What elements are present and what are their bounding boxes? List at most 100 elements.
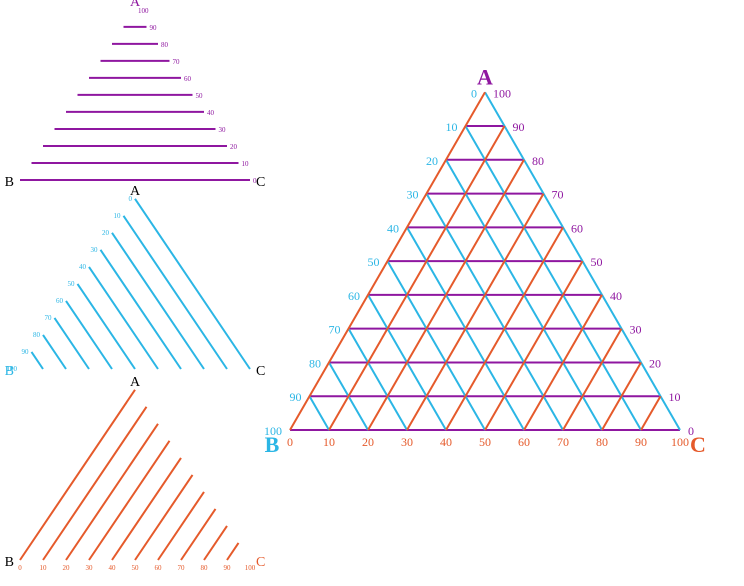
c-tick-label: 30 (86, 564, 94, 572)
apex-label-a: A (477, 64, 493, 89)
main-ternary: 0102030405060708090100010203040506070809… (264, 64, 706, 457)
b-gridline (78, 284, 136, 369)
b-tick-label: 80 (309, 356, 321, 370)
c-tick-label: 10 (323, 435, 335, 449)
c-tick-label: 50 (479, 435, 491, 449)
c-tick-label: 30 (401, 435, 413, 449)
c-gridline (66, 424, 158, 560)
triangle-b-grid: 0102030405060708090100ABC (5, 184, 266, 379)
b-tick-label: 20 (102, 229, 110, 237)
c-tick-label: 100 (245, 564, 256, 572)
c-tick-label: 90 (224, 564, 232, 572)
c-gridline (329, 126, 505, 430)
b-tick-label: 80 (33, 331, 41, 339)
apex-label-c: C (256, 555, 265, 570)
b-gridline (66, 301, 112, 369)
b-gridline (427, 194, 564, 430)
a-tick-label: 80 (532, 154, 544, 168)
apex-label-b: B (5, 175, 14, 190)
apex-label-a: A (130, 184, 141, 199)
c-gridline (135, 475, 193, 560)
a-tick-label: 40 (207, 109, 215, 117)
a-tick-label: 50 (196, 92, 204, 100)
apex-label-c: C (690, 432, 706, 457)
a-tick-label: 30 (630, 323, 642, 337)
c-tick-label: 70 (557, 435, 569, 449)
c-tick-label: 70 (178, 564, 186, 572)
c-tick-label: 80 (596, 435, 608, 449)
a-tick-label: 70 (173, 58, 181, 66)
a-tick-label: 10 (669, 390, 681, 404)
c-tick-label: 60 (155, 564, 163, 572)
apex-label-c: C (256, 175, 265, 190)
a-tick-label: 10 (242, 160, 250, 168)
b-tick-label: 20 (426, 154, 438, 168)
b-gridline (388, 261, 486, 430)
triangle-a-grid: 0102030405060708090100ABC (5, 0, 266, 190)
apex-label-b: B (265, 432, 280, 457)
b-gridline (466, 126, 642, 430)
a-tick-label: 80 (161, 41, 169, 49)
c-tick-label: 50 (132, 564, 140, 572)
b-gridline (124, 216, 228, 369)
c-gridline (485, 261, 583, 430)
c-tick-label: 60 (518, 435, 530, 449)
apex-label-b: B (5, 364, 14, 379)
a-tick-label: 100 (493, 86, 511, 100)
a-tick-label: 30 (219, 126, 227, 134)
b-gridline (101, 250, 182, 369)
a-tick-label: 60 (184, 75, 192, 83)
apex-label-a: A (130, 0, 141, 10)
b-tick-label: 70 (329, 323, 341, 337)
a-tick-label: 90 (150, 24, 158, 32)
c-tick-label: 0 (287, 435, 293, 449)
c-gridline (43, 407, 147, 560)
a-tick-label: 40 (610, 289, 622, 303)
c-tick-label: 40 (109, 564, 117, 572)
ternary-diagram-canvas: 0 10 20 30 40 50 60 70 80 90 100 0 10 20 30 40 50 60 70 80 9… (0, 0, 744, 586)
b-tick-label: 50 (368, 255, 380, 269)
b-tick-label: 90 (22, 348, 30, 356)
b-gridline (32, 352, 44, 369)
b-tick-label: 70 (45, 314, 53, 322)
c-tick-label: 20 (362, 435, 374, 449)
c-tick-label: 20 (63, 564, 71, 572)
a-tick-label: 50 (591, 255, 603, 269)
b-tick-label: 50 (68, 280, 76, 288)
a-tick-label: 70 (552, 188, 564, 202)
b-tick-label: 40 (79, 263, 87, 271)
b-tick-label: 10 (114, 212, 122, 220)
b-tick-label: 60 (56, 297, 64, 305)
c-tick-label: 0 (18, 564, 22, 572)
c-tick-label: 80 (201, 564, 209, 572)
apex-label-c: C (256, 364, 265, 379)
c-tick-label: 90 (635, 435, 647, 449)
c-gridline (89, 441, 170, 560)
apex-label-b: B (5, 555, 14, 570)
a-tick-label: 90 (513, 120, 525, 134)
a-tick-label: 20 (230, 143, 238, 151)
b-gridline (112, 233, 204, 369)
a-tick-label: 20 (649, 356, 661, 370)
c-gridline (204, 526, 227, 560)
c-tick-label: 40 (440, 435, 452, 449)
c-gridline (158, 492, 204, 560)
a-tick-label: 60 (571, 221, 583, 235)
c-gridline (641, 396, 661, 430)
b-tick-label: 90 (290, 390, 302, 404)
c-gridline (407, 194, 544, 430)
apex-label-a: A (130, 375, 141, 390)
triangle-c-grid: 0 10 20 30 40 50 60 70 80 90 100 A B C (5, 375, 266, 572)
b-gridline (310, 396, 330, 430)
b-tick-label: 60 (348, 289, 360, 303)
b-tick-label: 10 (446, 120, 458, 134)
b-tick-label: 40 (387, 221, 399, 235)
c-tick-label: 100 (671, 435, 689, 449)
b-gridline (43, 335, 66, 369)
b-tick-label: 30 (91, 246, 99, 254)
c-gridline (227, 543, 239, 560)
b-tick-label: 30 (407, 188, 419, 202)
c-gridline (20, 390, 135, 560)
c-tick-label: 10 (40, 564, 48, 572)
b-gridline (135, 199, 250, 369)
